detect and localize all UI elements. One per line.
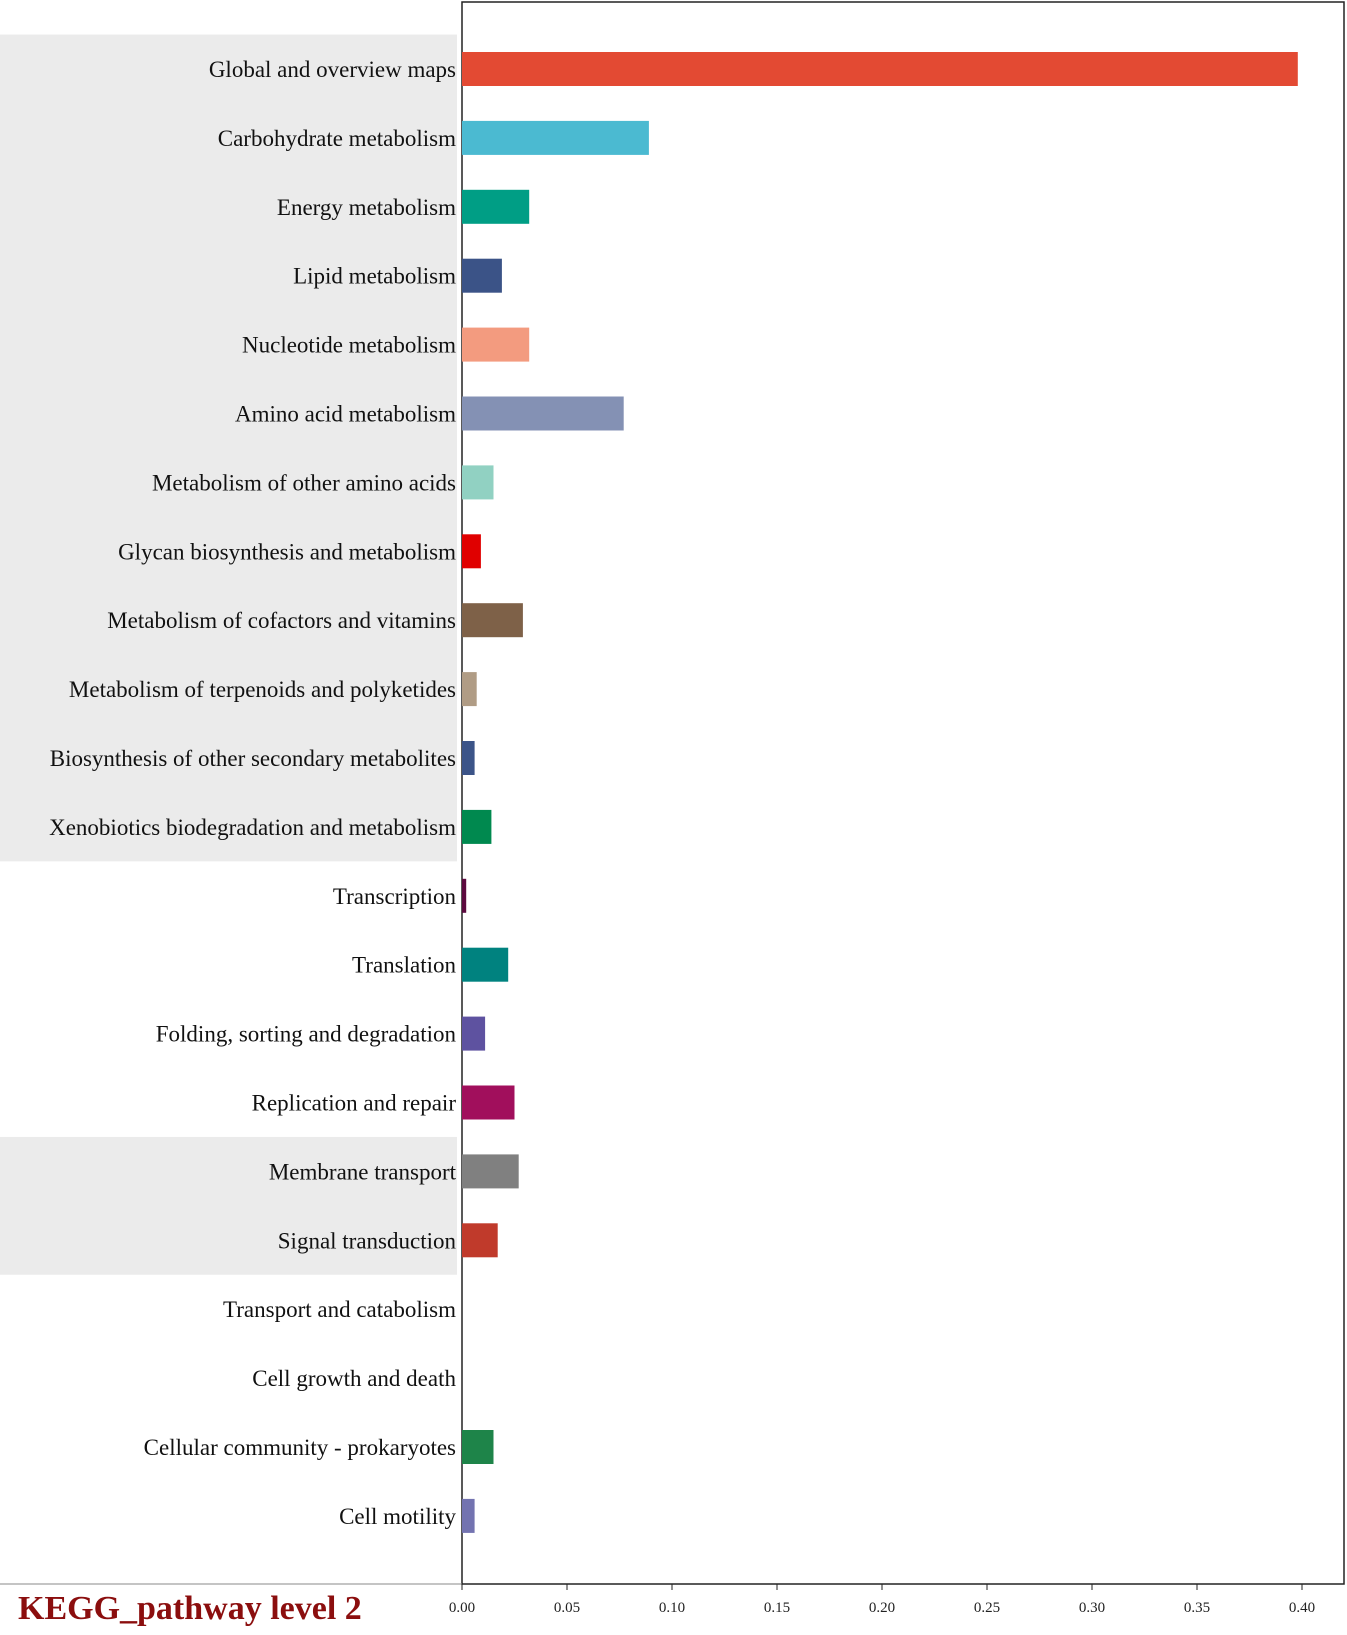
x-tick-label-1: 0.05 (554, 1600, 580, 1616)
bar-21 (462, 1498, 475, 1533)
category-label-15: Replication and repair (252, 1091, 457, 1116)
category-label-13: Translation (352, 953, 456, 978)
category-label-18: Transport and catabolism (223, 1297, 456, 1322)
category-label-16: Membrane transport (269, 1159, 457, 1184)
category-label-7: Glycan biosynthesis and metabolism (118, 539, 456, 564)
category-label-21: Cell motility (339, 1504, 456, 1529)
x-tick-label-5: 0.25 (974, 1600, 1000, 1616)
category-label-20: Cellular community - prokaryotes (144, 1435, 456, 1460)
category-label-5: Amino acid metabolism (235, 402, 456, 427)
bars (462, 52, 1298, 1533)
bar-5 (462, 396, 624, 431)
bar-14 (462, 1016, 486, 1051)
category-bands (0, 34, 457, 1275)
x-tick-label-3: 0.15 (764, 1600, 790, 1616)
bar-2 (462, 189, 530, 224)
x-tick-label-7: 0.35 (1184, 1600, 1210, 1616)
category-label-17: Signal transduction (278, 1228, 457, 1253)
bar-12 (462, 878, 467, 913)
category-labels: Global and overview maps Carbohydrate met… (49, 57, 456, 1529)
category-label-2: Energy metabolism (277, 195, 456, 220)
x-tick-label-2: 0.10 (659, 1600, 685, 1616)
x-tick-label-4: 0.20 (869, 1600, 895, 1616)
bar-10 (462, 741, 475, 775)
category-label-11: Xenobiotics biodegradation and metabolis… (49, 815, 456, 840)
bar-4 (462, 327, 530, 362)
bar-9 (462, 672, 477, 707)
category-label-8: Metabolism of cofactors and vitamins (107, 608, 456, 633)
category-label-1: Carbohydrate metabolism (218, 126, 456, 151)
bar-16 (462, 1154, 519, 1189)
category-label-19: Cell growth and death (252, 1366, 456, 1391)
bar-11 (462, 809, 492, 844)
category-label-6: Metabolism of other amino acids (152, 470, 456, 495)
bar-17 (462, 1223, 498, 1258)
x-tick-label-8: 0.40 (1289, 1600, 1315, 1616)
category-label-10: Biosynthesis of other secondary metaboli… (50, 746, 456, 771)
bar-3 (462, 258, 502, 293)
bar-6 (462, 465, 494, 500)
bar-15 (462, 1085, 515, 1120)
plot-frame (461, 1, 1345, 1585)
category-label-0: Global and overview maps (209, 57, 456, 82)
chart-title: KEGG_pathway level 2 (18, 1590, 362, 1627)
category-label-14: Folding, sorting and degradation (156, 1022, 457, 1047)
bar-7 (462, 534, 481, 569)
x-tick-label-0: 0.00 (449, 1600, 475, 1616)
x-axis-ticks: 0.00 0.05 0.10 0.15 0.20 0.25 0.30 0.35 0.40 (449, 1584, 1315, 1616)
bar-20 (462, 1430, 494, 1464)
bar-0 (462, 52, 1298, 86)
bar-8 (462, 603, 523, 638)
category-band-1 (0, 1136, 457, 1275)
category-label-12: Transcription (333, 884, 457, 909)
bar-1 (462, 120, 649, 155)
bar-13 (462, 947, 509, 982)
category-label-3: Lipid metabolism (293, 264, 456, 289)
category-label-9: Metabolism of terpenoids and polyketides (69, 677, 456, 702)
category-label-4: Nucleotide metabolism (242, 333, 456, 358)
x-tick-label-6: 0.30 (1079, 1600, 1105, 1616)
category-band-0 (0, 34, 457, 862)
